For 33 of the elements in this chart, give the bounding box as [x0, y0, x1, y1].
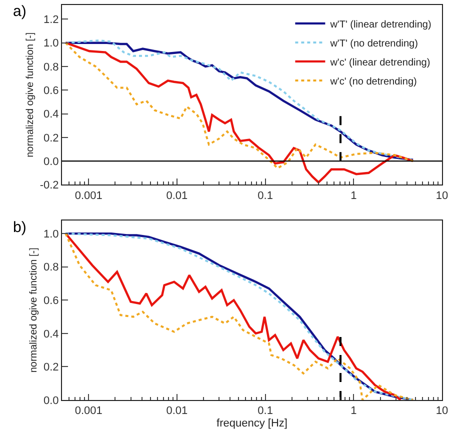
y-tick-label: 0.4 — [44, 108, 59, 121]
legend-label: w'c' (linear detrending) — [329, 57, 430, 68]
x-tick-label: 0.001 — [74, 190, 102, 202]
x-tick-label: 10 — [436, 405, 448, 418]
x-tick-label: 0.1 — [258, 190, 273, 202]
legend-label: w'T' (linear detrending) — [329, 19, 432, 30]
y-tick-label: 0.4 — [44, 328, 59, 340]
x-tick-label: 0.1 — [258, 405, 273, 418]
legend-label: w'c' (no detrending) — [329, 76, 417, 88]
x-tick-label: 0.01 — [166, 405, 188, 418]
y-tick-label: 0.6 — [44, 295, 59, 308]
y-tick-label: -0.2 — [40, 180, 59, 192]
y-tick-label: 1.0 — [44, 38, 59, 50]
x-axis-title: frequency [Hz] — [216, 417, 288, 430]
x-tick-label: 1 — [350, 405, 357, 418]
y-tick-label: 0.0 — [44, 156, 59, 168]
text: b) — [13, 219, 26, 236]
x-tick-label: 10 — [436, 190, 448, 202]
y-tick-label: 0.8 — [44, 262, 59, 274]
y-axis-title: normalized ogive function [-] — [28, 247, 40, 373]
x-tick-label: 1 — [350, 190, 357, 202]
y-tick-label: 0.6 — [44, 84, 59, 97]
legend-label: w'T' (no detrending) — [329, 38, 418, 50]
y-tick-label: 0.8 — [44, 61, 59, 74]
y-tick-label: 0.2 — [44, 132, 59, 144]
y-tick-label: 0.0 — [44, 394, 59, 407]
y-tick-label: 0.2 — [44, 362, 59, 374]
y-axis-title: normalized ogive function [-] — [24, 32, 36, 158]
x-tick-label: 0.01 — [166, 190, 188, 202]
y-tick-label: 1.0 — [44, 228, 59, 240]
y-tick-label: 1.2 — [44, 14, 59, 26]
x-tick-label: 0.001 — [74, 405, 102, 418]
text: a) — [13, 3, 26, 20]
